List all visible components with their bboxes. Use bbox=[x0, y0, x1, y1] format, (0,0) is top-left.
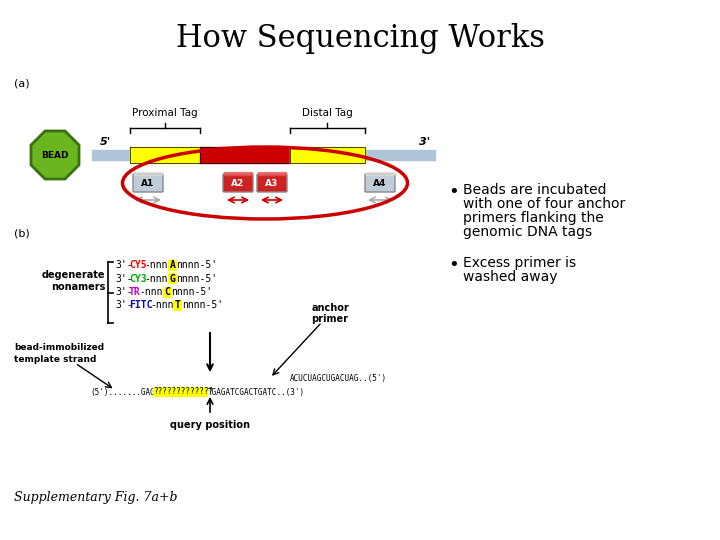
Text: CY5: CY5 bbox=[129, 260, 147, 270]
Text: nnnn-5': nnnn-5' bbox=[176, 273, 217, 284]
Text: degenerate: degenerate bbox=[42, 270, 105, 280]
Text: •: • bbox=[448, 256, 459, 274]
Text: Distal Tag: Distal Tag bbox=[302, 108, 352, 118]
Text: A: A bbox=[170, 260, 176, 270]
Text: ?????????????: ????????????? bbox=[153, 388, 213, 396]
Bar bbox=[153, 387, 207, 397]
Text: -nnnn: -nnnn bbox=[145, 260, 174, 270]
Text: -nnnn: -nnnn bbox=[145, 273, 174, 284]
Text: with one of four anchor: with one of four anchor bbox=[463, 197, 625, 211]
Text: •: • bbox=[448, 183, 459, 201]
Text: TR: TR bbox=[129, 287, 140, 297]
FancyBboxPatch shape bbox=[365, 174, 395, 192]
Text: nnnn-5': nnnn-5' bbox=[176, 260, 217, 270]
FancyBboxPatch shape bbox=[133, 174, 163, 192]
Text: 3'-: 3'- bbox=[115, 273, 132, 284]
Text: CY3: CY3 bbox=[129, 273, 147, 284]
Text: FITC: FITC bbox=[129, 300, 153, 310]
Text: ACUCUAGCUGACUAG..(5'): ACUCUAGCUGACUAG..(5') bbox=[290, 374, 387, 382]
Bar bbox=[168, 273, 177, 284]
Text: 3': 3' bbox=[419, 137, 430, 147]
Text: (a): (a) bbox=[14, 78, 30, 88]
Text: BEAD: BEAD bbox=[41, 151, 68, 159]
Bar bbox=[163, 287, 172, 298]
Text: T: T bbox=[175, 300, 181, 310]
Text: primers flanking the: primers flanking the bbox=[463, 211, 604, 225]
Text: TGAGATCGACTGATC..(3'): TGAGATCGACTGATC..(3') bbox=[207, 388, 305, 396]
Polygon shape bbox=[31, 131, 79, 179]
FancyBboxPatch shape bbox=[257, 174, 287, 192]
Text: 3'-: 3'- bbox=[115, 260, 132, 270]
Text: bead-immobilized: bead-immobilized bbox=[14, 343, 104, 353]
Text: washed away: washed away bbox=[463, 270, 557, 284]
Text: -nnnn: -nnnn bbox=[140, 287, 168, 297]
Text: primer: primer bbox=[312, 314, 348, 324]
Text: A3: A3 bbox=[266, 179, 279, 188]
Text: Proximal Tag: Proximal Tag bbox=[132, 108, 198, 118]
Bar bbox=[174, 300, 182, 311]
Text: nnnn-5': nnnn-5' bbox=[171, 287, 212, 297]
Text: nonamers: nonamers bbox=[50, 282, 105, 292]
Text: 3'-: 3'- bbox=[115, 287, 132, 297]
Text: (b): (b) bbox=[14, 228, 30, 238]
Text: 3'-: 3'- bbox=[115, 300, 132, 310]
FancyBboxPatch shape bbox=[223, 174, 253, 192]
Text: A4: A4 bbox=[373, 179, 387, 188]
Text: A2: A2 bbox=[231, 179, 245, 188]
Text: genomic DNA tags: genomic DNA tags bbox=[463, 225, 592, 239]
Text: anchor: anchor bbox=[311, 303, 349, 313]
Text: How Sequencing Works: How Sequencing Works bbox=[176, 23, 544, 53]
Text: 5': 5' bbox=[100, 137, 111, 147]
Bar bbox=[168, 260, 177, 271]
Text: C: C bbox=[164, 287, 171, 297]
Text: (5').......GAGT: (5').......GAGT bbox=[90, 388, 159, 396]
Text: Supplementary Fig. 7a+b: Supplementary Fig. 7a+b bbox=[14, 491, 178, 504]
Text: A1: A1 bbox=[141, 179, 155, 188]
Text: query position: query position bbox=[170, 420, 250, 430]
Text: -nnnn: -nnnn bbox=[150, 300, 179, 310]
Text: Beads are incubated: Beads are incubated bbox=[463, 183, 606, 197]
Text: G: G bbox=[170, 273, 176, 284]
Text: template strand: template strand bbox=[14, 355, 96, 364]
Text: Excess primer is: Excess primer is bbox=[463, 256, 576, 270]
Text: nnnn-5': nnnn-5' bbox=[181, 300, 223, 310]
